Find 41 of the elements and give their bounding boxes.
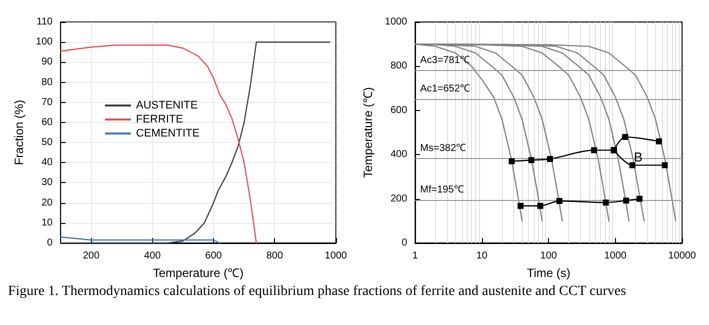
y-tick-label: 600	[390, 104, 408, 116]
y-tick-label: 110	[36, 16, 54, 28]
ref-line-label: Ac3=781℃	[420, 54, 470, 66]
x-tick-label: 100	[540, 250, 558, 262]
caption: Figure 1. Thermodynamics calculations of equilibrium phase fractions of ferrite and austenite and CCT curves	[7, 284, 628, 300]
y-tick-label: 800	[390, 60, 408, 72]
ref-line-label: Mf=195℃	[420, 184, 464, 196]
y-tick-label: 1000	[384, 16, 408, 28]
legend-label: AUSTENITE	[136, 100, 198, 112]
x-tick-label: 200	[82, 250, 100, 262]
y-tick-label: 400	[390, 149, 408, 160]
y-tick-label: 50	[41, 137, 54, 148]
x-axis-title: Time (s)	[526, 266, 570, 280]
y-tick-label: 30	[41, 177, 54, 188]
legend-label: CEMENTITE	[136, 128, 200, 140]
x-tick-label: 800	[266, 250, 284, 262]
x-tick-label: 600	[205, 250, 222, 262]
x-tick-label: 1	[412, 250, 418, 262]
y-tick-label: 20	[41, 197, 54, 208]
y-tick-label: 70	[41, 96, 54, 108]
x-tick-label: 10	[476, 250, 488, 262]
y-tick-label: 10	[41, 217, 54, 228]
y-tick-label: 40	[41, 157, 54, 168]
y-axis-title: Fraction (%)	[12, 100, 26, 166]
y-tick-label: 100	[36, 36, 54, 48]
ref-line-label: Ms=382℃	[420, 143, 466, 154]
legend-label: FERRITE	[136, 114, 184, 126]
y-tick-label: 60	[41, 116, 54, 128]
x-tick-label: 1000	[604, 250, 627, 262]
y-axis-title: Temperature (℃)	[361, 87, 375, 178]
y-tick-label: 80	[41, 76, 54, 88]
annotation: B	[634, 149, 643, 164]
x-tick-label: 400	[144, 250, 162, 262]
y-tick-label: 0	[47, 238, 54, 248]
x-tick-label: 1000	[324, 250, 348, 262]
y-tick-label: 0	[402, 238, 408, 248]
ref-line-label: Ac1=652℃	[420, 83, 470, 94]
y-tick-label: 200	[390, 193, 408, 204]
x-axis-title: Temperature (℃)	[152, 266, 244, 280]
y-tick-label: 90	[41, 56, 54, 68]
x-tick-label: 10000	[668, 250, 696, 262]
